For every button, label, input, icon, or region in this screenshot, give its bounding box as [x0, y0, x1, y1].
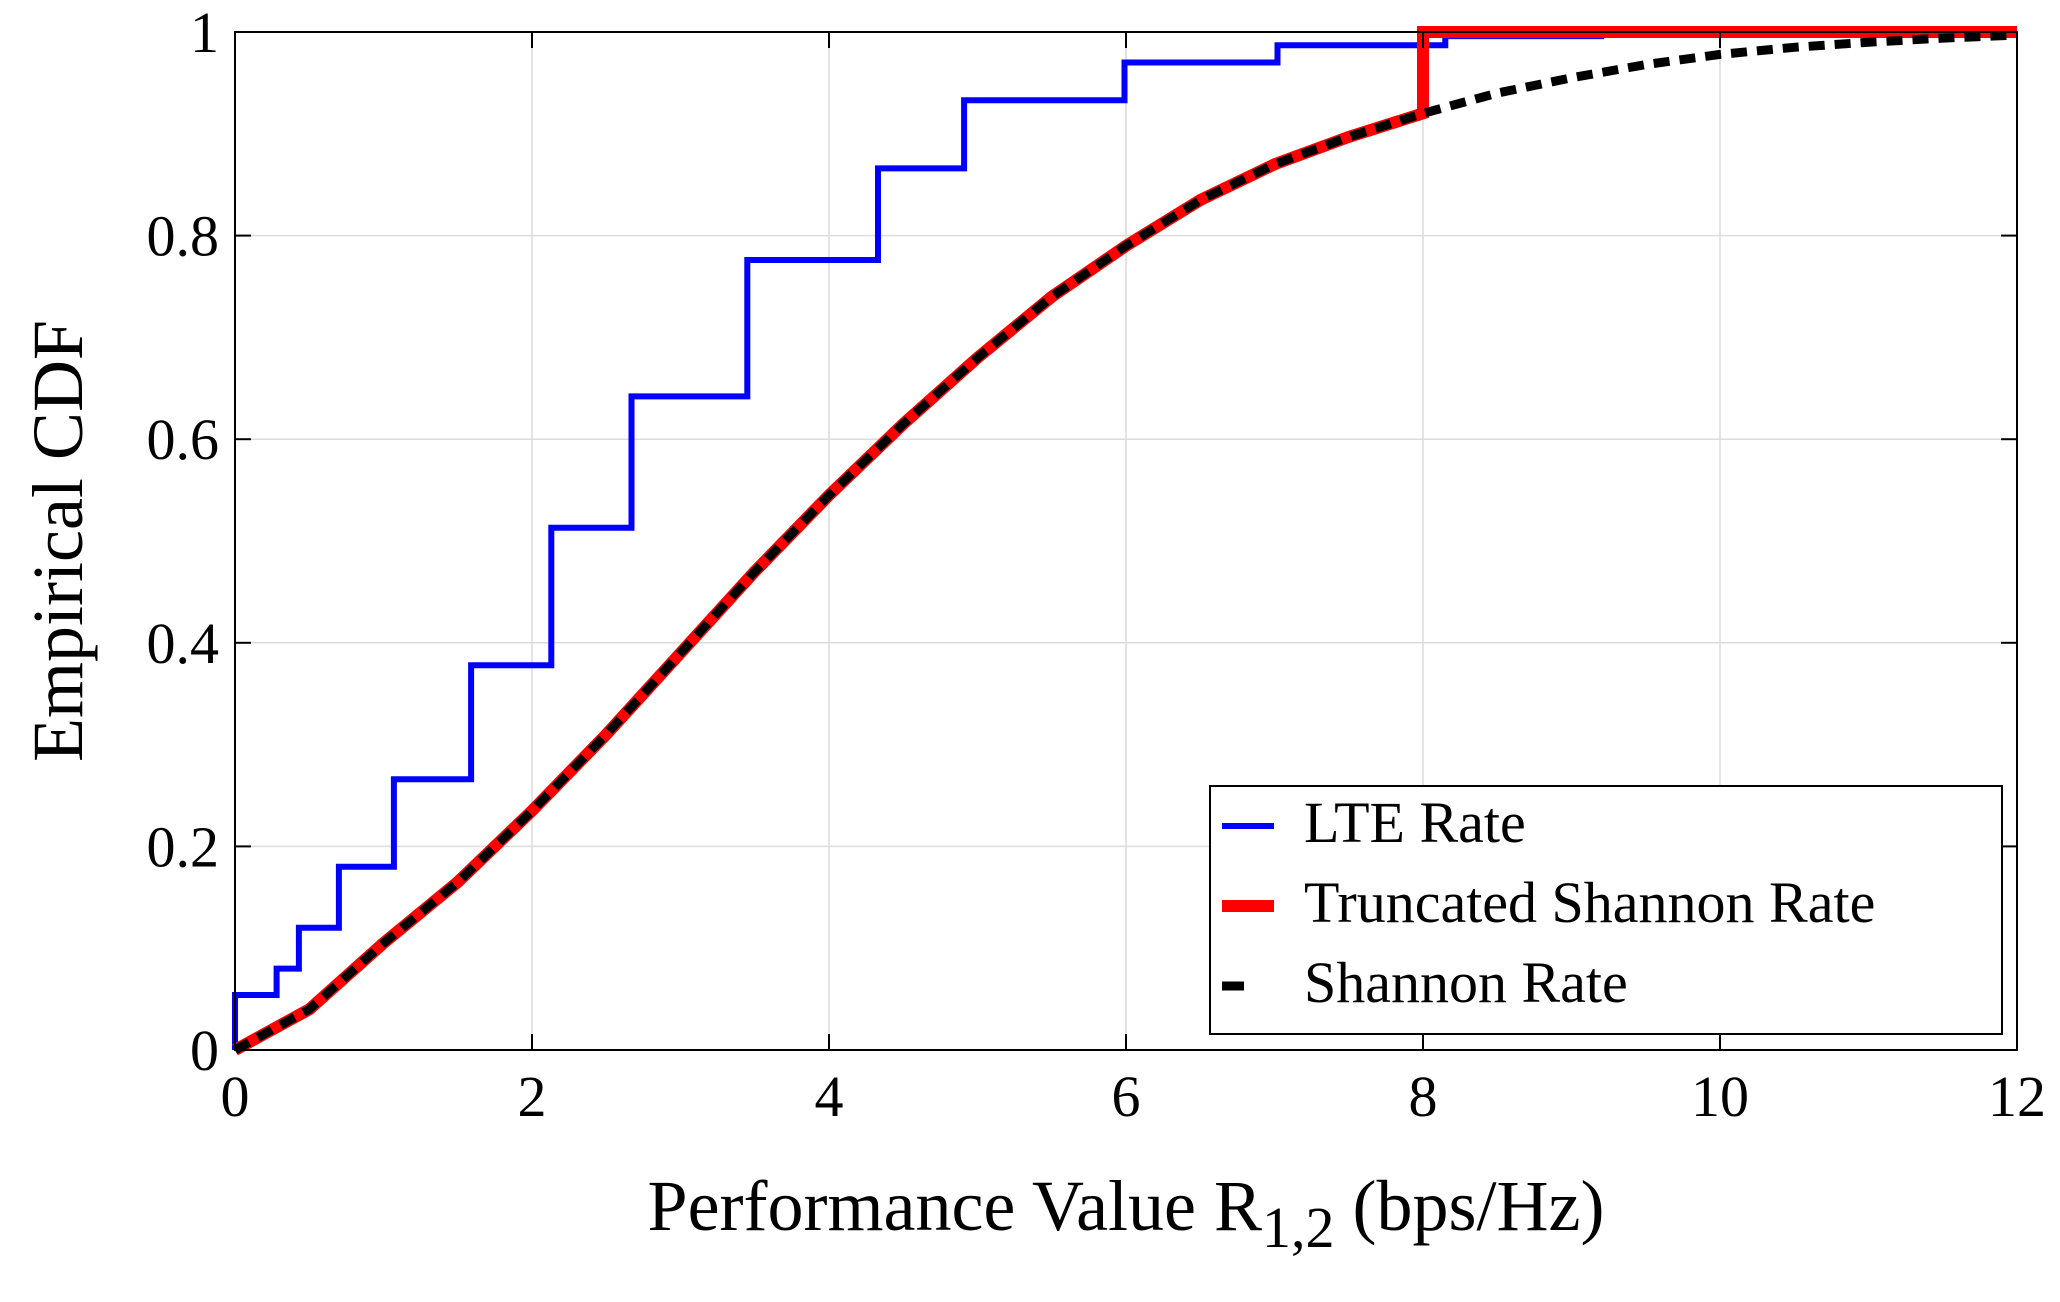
x-axis-title-main: Performance Value R	[648, 1166, 1262, 1246]
legend-items: LTE Rate Truncated Shannon Rate Shannon Ra…	[1222, 790, 1875, 1015]
series-line-lte-rate	[232, 33, 1605, 1050]
series-line-shannon-rate	[232, 30, 2018, 1054]
x-tick-label: 4	[815, 1064, 844, 1129]
x-tick-label: 2	[518, 1064, 547, 1129]
y-axis-title: Empirical CDF	[18, 320, 98, 762]
x-tick-label: 10	[1691, 1064, 1749, 1129]
y-tick-label: 1	[190, 0, 219, 65]
x-tick-label: 8	[1409, 1064, 1438, 1129]
y-tick-label: 0.8	[147, 204, 220, 269]
y-tick-label: 0.4	[147, 611, 220, 676]
x-axis-title-subscript: 1,2	[1262, 1195, 1335, 1260]
legend-label-truncated-shannon-rate: Truncated Shannon Rate	[1304, 870, 1875, 935]
x-axis-title: Performance Value R1,2 (bps/Hz)	[648, 1166, 1605, 1260]
x-tick-label: 0	[221, 1064, 250, 1129]
ticks	[234, 31, 2018, 1051]
y-tick-label: 0	[190, 1018, 219, 1083]
x-axis-title-unit: (bps/Hz)	[1335, 1166, 1605, 1246]
y-tick-label: 0.2	[147, 814, 220, 879]
legend-label-shannon-rate: Shannon Rate	[1304, 950, 1628, 1015]
x-tick-label: 12	[1988, 1064, 2046, 1129]
legend-box	[1209, 785, 2003, 1035]
legend: LTE Rate Truncated Shannon Rate Shannon Ra…	[1209, 785, 2003, 1035]
legend-label-lte-rate: LTE Rate	[1304, 790, 1526, 855]
tick-labels: 0 2 4 6 8 10 12 0 0.2 0.4 0.6 0.8 1	[147, 0, 2047, 1129]
x-tick-label: 6	[1112, 1064, 1141, 1129]
y-tick-label: 0.6	[147, 407, 220, 472]
series-layer	[232, 26, 2018, 1056]
